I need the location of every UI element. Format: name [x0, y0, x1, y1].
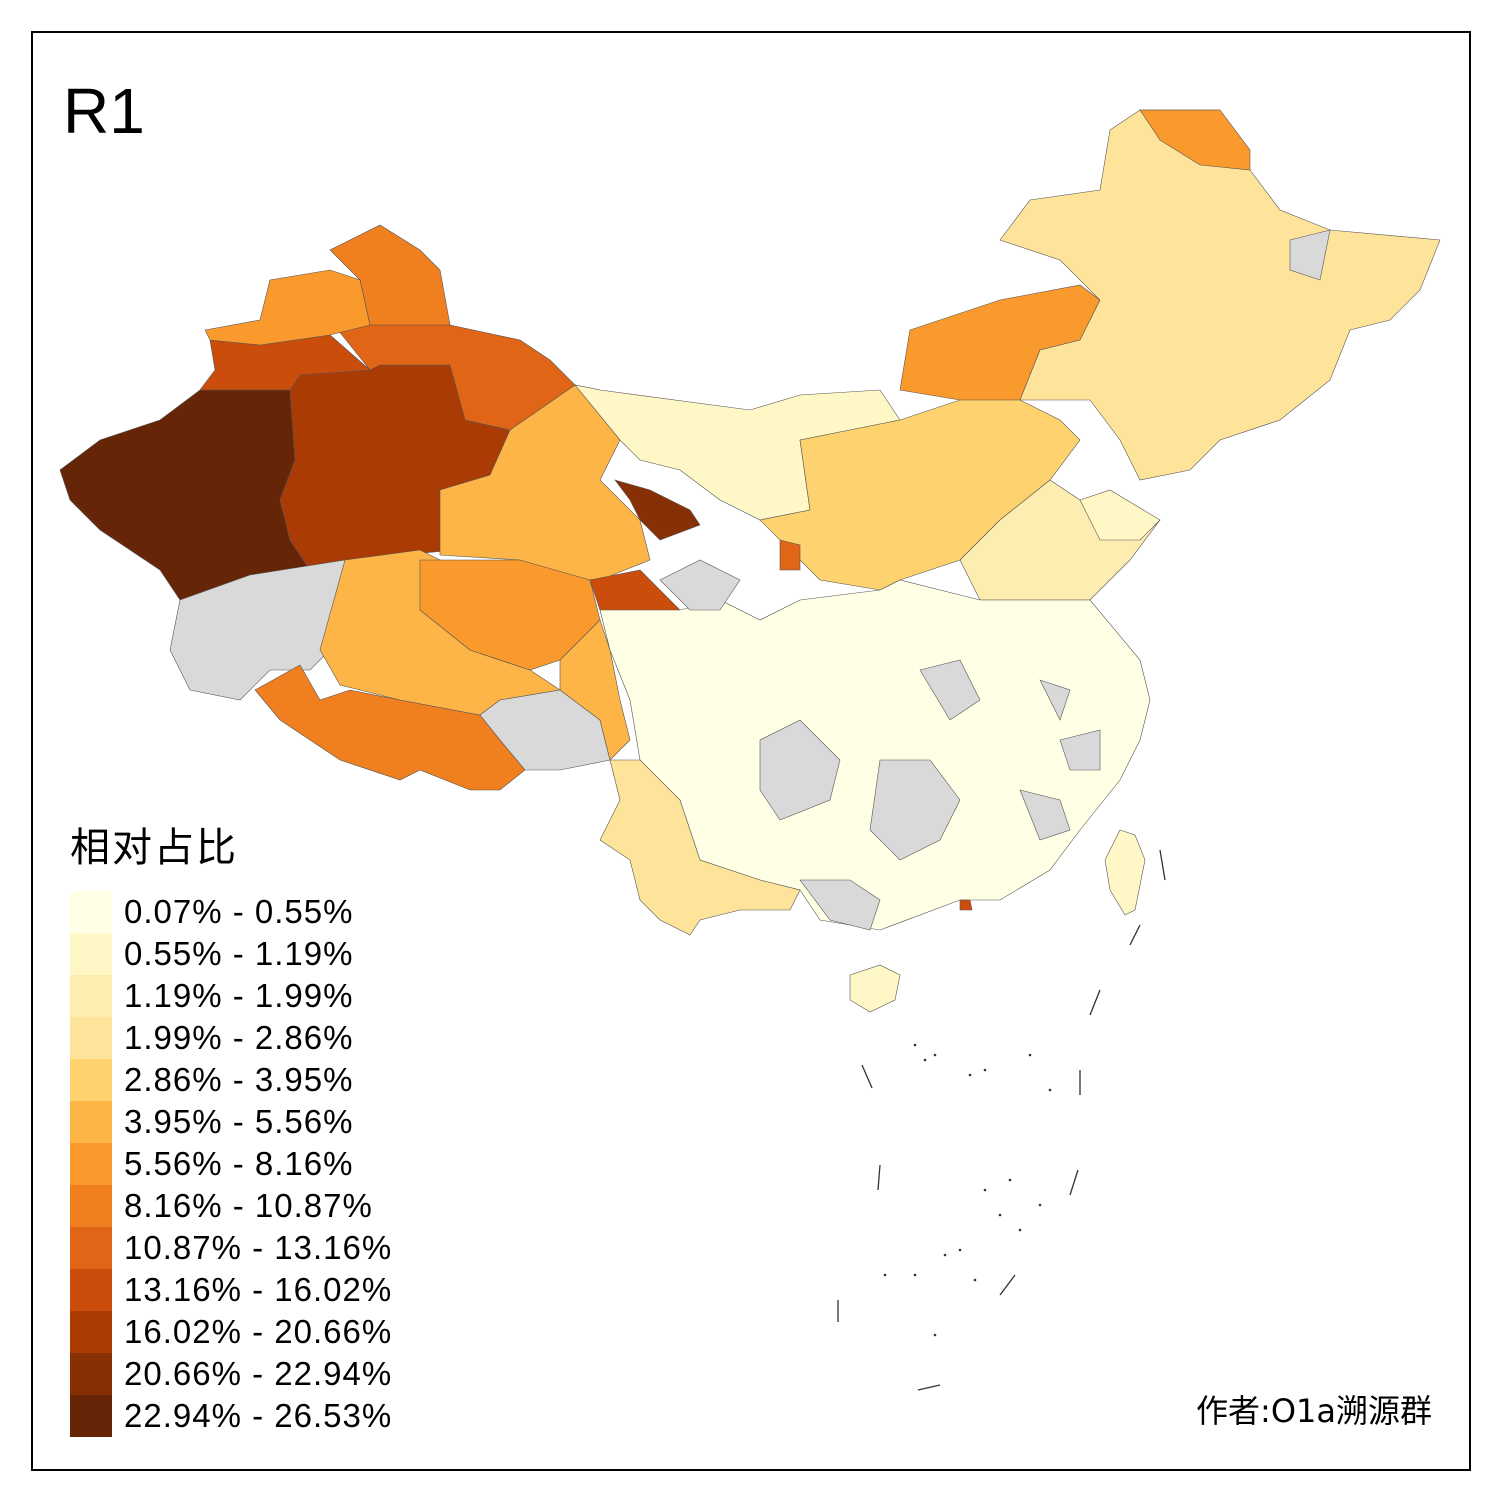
author-credit: 作者:O1a溯源群	[1196, 1392, 1432, 1430]
legend-swatch	[70, 933, 112, 975]
legend-item: 13.16% - 16.02%	[70, 1269, 392, 1311]
map-region-no-data	[759, 719, 841, 821]
legend-item: 1.19% - 1.99%	[70, 975, 392, 1017]
legend-label: 22.94% - 26.53%	[124, 1397, 393, 1434]
map-region	[1104, 829, 1146, 916]
legend-item: 5.56% - 8.16%	[70, 1143, 392, 1185]
boundary-dash	[1129, 924, 1141, 946]
boundary-dash	[1069, 1169, 1079, 1196]
boundary-dash	[1159, 849, 1166, 881]
map-region	[1139, 109, 1251, 171]
island-mark	[913, 1043, 917, 1047]
legend-label: 13.16% - 16.02%	[124, 1271, 393, 1308]
legend-label: 2.86% - 3.95%	[124, 1061, 354, 1098]
legend-label: 0.07% - 0.55%	[124, 893, 354, 930]
island-mark	[998, 1213, 1002, 1217]
map-region	[849, 964, 901, 1013]
legend-title: 相对占比	[70, 825, 238, 871]
map-region-no-data	[1039, 679, 1071, 721]
map-region-no-data	[919, 659, 981, 721]
legend-item: 2.86% - 3.95%	[70, 1059, 392, 1101]
island-mark	[943, 1253, 947, 1257]
island-mark	[983, 1068, 987, 1072]
legend-label: 10.87% - 13.16%	[124, 1229, 393, 1266]
legend-item: 16.02% - 20.66%	[70, 1311, 392, 1353]
map-region	[59, 389, 311, 601]
legend-label: 20.66% - 22.94%	[124, 1355, 393, 1392]
boundary-dash	[1089, 989, 1101, 1016]
map-region-no-data	[1289, 229, 1331, 281]
map-region	[959, 899, 973, 911]
boundary-dash	[999, 1274, 1016, 1296]
island-mark	[958, 1248, 962, 1252]
map-region	[614, 479, 701, 541]
legend-item: 0.55% - 1.19%	[70, 933, 392, 975]
island-mark	[968, 1073, 972, 1077]
legend-label: 5.56% - 8.16%	[124, 1145, 354, 1182]
map-region	[1079, 489, 1161, 541]
legend-swatch	[70, 1353, 112, 1395]
legend-item: 1.99% - 2.86%	[70, 1017, 392, 1059]
legend-label: 1.99% - 2.86%	[124, 1019, 354, 1056]
boundary-dash	[861, 1064, 873, 1089]
legend-swatch	[70, 1269, 112, 1311]
map-title: R1	[63, 75, 145, 147]
legend-swatch	[70, 1059, 112, 1101]
map-region	[559, 619, 631, 761]
island-mark	[923, 1058, 927, 1062]
map-region-no-data	[799, 879, 881, 931]
legend-label: 16.02% - 20.66%	[124, 1313, 393, 1350]
legend-swatch	[70, 1395, 112, 1437]
legend-label: 1.19% - 1.99%	[124, 977, 354, 1014]
island-mark	[1018, 1228, 1022, 1232]
map-region	[599, 759, 801, 936]
map-region-no-data	[659, 559, 741, 611]
legend-swatch	[70, 1101, 112, 1143]
boundary-dash	[917, 1384, 941, 1391]
legend-swatch	[70, 1017, 112, 1059]
island-mark	[1038, 1203, 1042, 1207]
legend-swatch	[70, 891, 112, 933]
boundary-dash	[877, 1164, 881, 1191]
island-mark	[933, 1333, 937, 1337]
legend: 相对占比 0.07% - 0.55% 0.55% - 1.19% 1.19% - 1…	[70, 815, 392, 1437]
island-mark	[983, 1188, 987, 1192]
legend-label: 3.95% - 5.56%	[124, 1103, 354, 1140]
map-region-no-data	[169, 559, 346, 701]
map-region-no-data	[1059, 729, 1101, 771]
legend-item: 3.95% - 5.56%	[70, 1101, 392, 1143]
legend-item: 0.07% - 0.55%	[70, 891, 392, 933]
legend-swatch	[70, 1227, 112, 1269]
island-mark	[883, 1273, 887, 1277]
map-frame	[31, 31, 1471, 1471]
map-region	[204, 269, 371, 346]
legend-swatch	[70, 1143, 112, 1185]
legend-item: 20.66% - 22.94%	[70, 1353, 392, 1395]
map-region-no-data	[869, 759, 961, 861]
map-region	[779, 539, 801, 571]
island-mark	[913, 1273, 917, 1277]
island-mark	[1048, 1088, 1052, 1092]
island-mark	[973, 1278, 977, 1282]
legend-swatch	[70, 1185, 112, 1227]
legend-label: 8.16% - 10.87%	[124, 1187, 373, 1224]
island-mark	[933, 1053, 937, 1057]
legend-swatch	[70, 1311, 112, 1353]
legend-item: 8.16% - 10.87%	[70, 1185, 392, 1227]
island-mark	[1008, 1178, 1012, 1182]
island-mark	[1028, 1053, 1032, 1057]
legend-item: 22.94% - 26.53%	[70, 1395, 392, 1437]
map-region-no-data	[1019, 789, 1071, 841]
legend-label: 0.55% - 1.19%	[124, 935, 354, 972]
legend-swatch	[70, 975, 112, 1017]
legend-item: 10.87% - 13.16%	[70, 1227, 392, 1269]
